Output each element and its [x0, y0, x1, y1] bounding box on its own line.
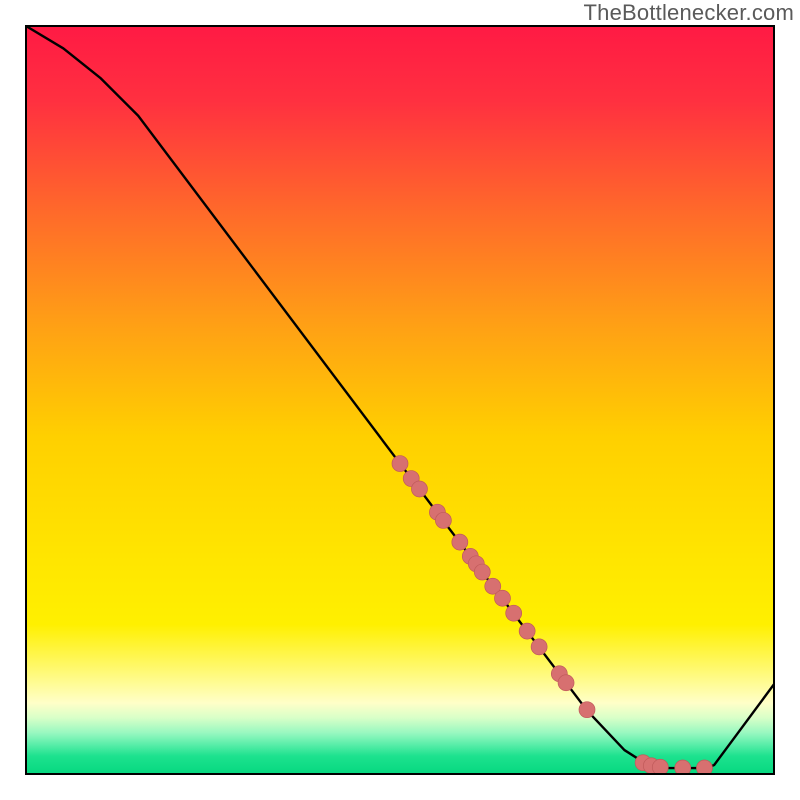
- data-marker: [506, 605, 522, 621]
- data-marker: [392, 456, 408, 472]
- data-marker: [531, 639, 547, 655]
- data-marker: [558, 675, 574, 691]
- data-marker: [519, 623, 535, 639]
- data-marker: [452, 534, 468, 550]
- plot-background-gradient: [26, 26, 774, 774]
- watermark-text: TheBottlenecker.com: [584, 0, 794, 26]
- data-marker: [435, 512, 451, 528]
- bottleneck-chart: [0, 0, 800, 800]
- data-marker: [652, 759, 668, 775]
- data-marker: [474, 564, 490, 580]
- data-marker: [411, 481, 427, 497]
- data-marker: [579, 702, 595, 718]
- data-marker: [494, 590, 510, 606]
